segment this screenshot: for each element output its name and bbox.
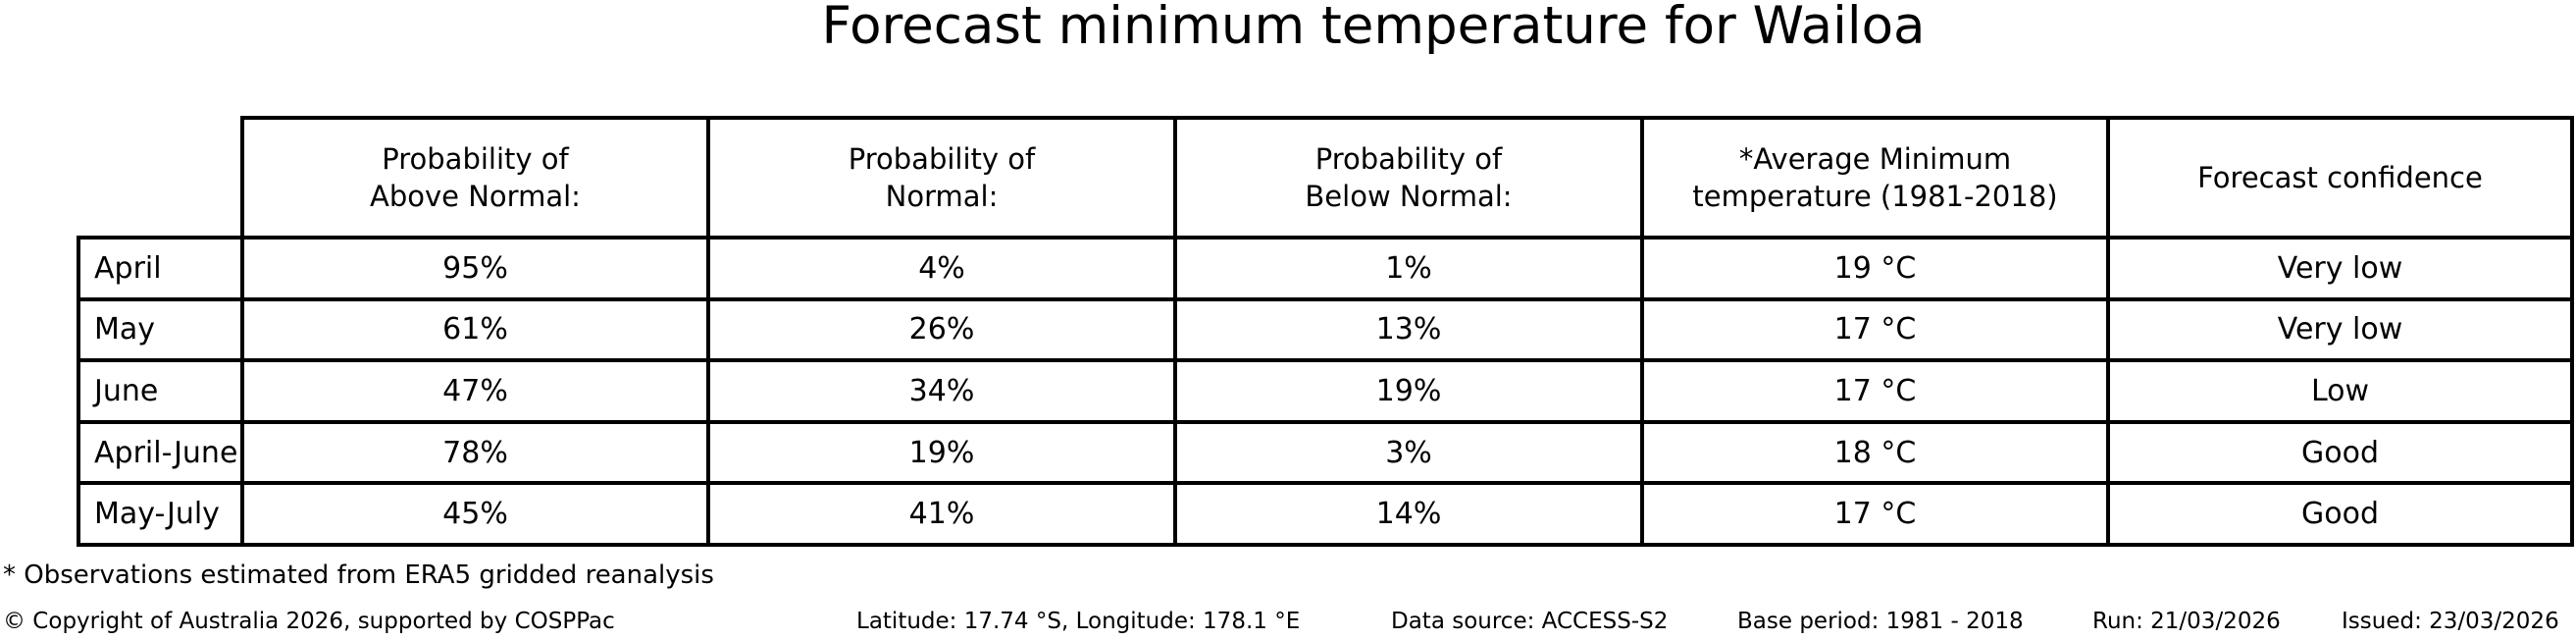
row-label: April xyxy=(77,236,244,301)
confidence-cell: Very low xyxy=(2106,236,2574,301)
location-coordinates-text: Latitude: 17.74 °S, Longitude: 178.1 °E xyxy=(856,609,1301,634)
avg-min-temp-cell: 17 °C xyxy=(1640,358,2110,424)
confidence-cell: Good xyxy=(2106,481,2574,547)
table-row-june: June 47% 34% 19% 17 °C Low xyxy=(77,358,2574,424)
prob-above-cell: 45% xyxy=(240,481,710,547)
table-row-april-june: April-June 78% 19% 3% 18 °C Good xyxy=(77,419,2574,486)
issued-date-text: Issued: 23/03/2026 xyxy=(2342,609,2559,634)
avg-min-temp-cell: 17 °C xyxy=(1640,296,2110,363)
header-avg-min-temp: *Average Minimum temperature (1981-2018) xyxy=(1640,116,2110,240)
prob-below-cell: 3% xyxy=(1173,419,1644,486)
prob-above-cell: 61% xyxy=(240,296,710,363)
prob-normal-cell: 19% xyxy=(706,419,1177,486)
observations-footnote: * Observations estimated from ERA5 gridd… xyxy=(3,560,714,590)
prob-below-cell: 13% xyxy=(1173,296,1644,363)
table-header: Probability of Above Normal: Probability… xyxy=(78,116,2574,240)
base-period-text: Base period: 1981 - 2018 xyxy=(1737,609,2024,634)
copyright-text: © Copyright of Australia 2026, supported… xyxy=(3,609,615,634)
avg-min-temp-cell: 19 °C xyxy=(1640,236,2110,301)
prob-above-cell: 47% xyxy=(240,358,710,424)
row-label: May-July xyxy=(77,481,244,547)
header-below-normal: Probability of Below Normal: xyxy=(1173,116,1644,240)
confidence-cell: Good xyxy=(2106,419,2574,486)
corner-blank-cell xyxy=(78,118,242,238)
confidence-cell: Very low xyxy=(2106,296,2574,363)
header-forecast-confidence: Forecast confidence xyxy=(2106,116,2574,240)
prob-above-cell: 95% xyxy=(240,236,710,301)
table-row-may-july: May-July 45% 41% 14% 17 °C Good xyxy=(77,481,2574,547)
forecast-table: Probability of Above Normal: Probability… xyxy=(77,116,2574,547)
header-above-normal: Probability of Above Normal: xyxy=(240,116,710,240)
table-row-april: April 95% 4% 1% 19 °C Very low xyxy=(77,236,2574,301)
row-label: April-June xyxy=(77,419,244,486)
page-title: Forecast minimum temperature for Wailoa xyxy=(821,0,1926,56)
row-label: May xyxy=(77,296,244,363)
header-normal: Probability of Normal: xyxy=(706,116,1177,240)
table-row-may: May 61% 26% 13% 17 °C Very low xyxy=(77,296,2574,363)
prob-below-cell: 14% xyxy=(1173,481,1644,547)
prob-below-cell: 1% xyxy=(1173,236,1644,301)
header-row: Probability of Above Normal: Probability… xyxy=(78,116,2574,240)
prob-above-cell: 78% xyxy=(240,419,710,486)
confidence-cell: Low xyxy=(2106,358,2574,424)
avg-min-temp-cell: 17 °C xyxy=(1640,481,2110,547)
table-body: April 95% 4% 1% 19 °C Very low May 61% 2… xyxy=(77,236,2574,547)
prob-normal-cell: 4% xyxy=(706,236,1177,301)
run-date-text: Run: 21/03/2026 xyxy=(2092,609,2281,634)
prob-below-cell: 19% xyxy=(1173,358,1644,424)
row-label: June xyxy=(77,358,244,424)
prob-normal-cell: 26% xyxy=(706,296,1177,363)
prob-normal-cell: 34% xyxy=(706,358,1177,424)
avg-min-temp-cell: 18 °C xyxy=(1640,419,2110,486)
data-source-text: Data source: ACCESS-S2 xyxy=(1391,609,1669,634)
prob-normal-cell: 41% xyxy=(706,481,1177,547)
